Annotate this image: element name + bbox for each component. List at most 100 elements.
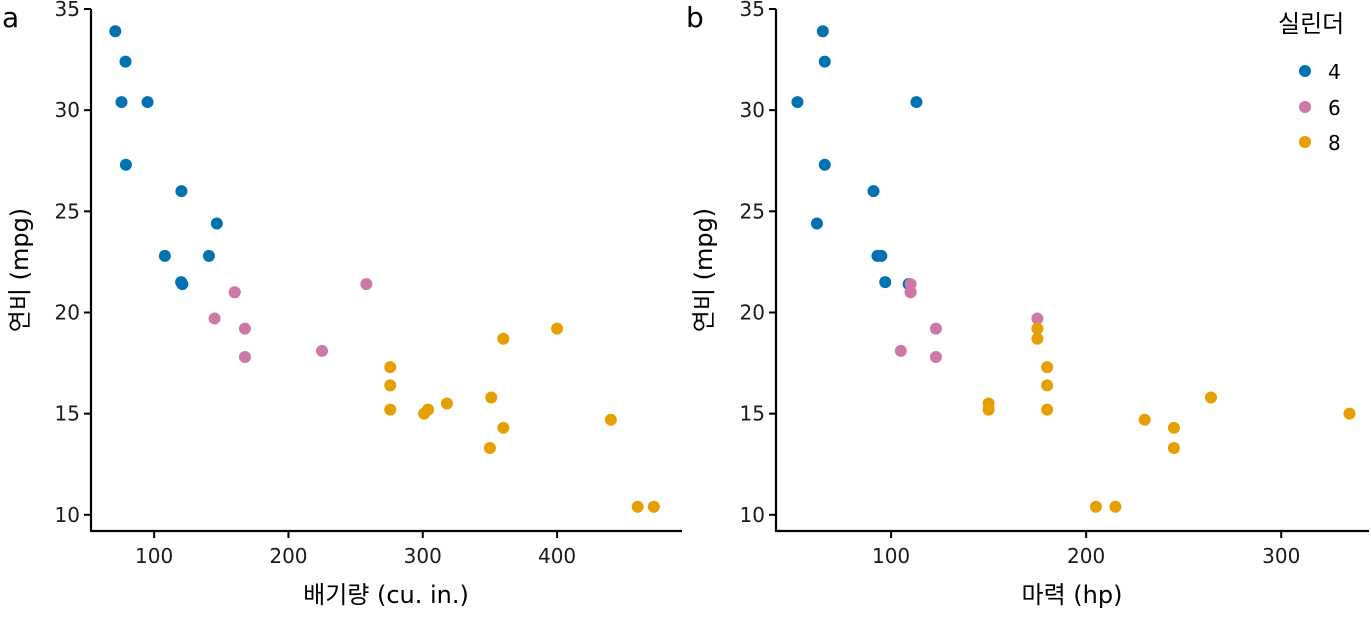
point-cyl-6 bbox=[228, 286, 241, 299]
point-cyl-4 bbox=[875, 249, 888, 262]
point-cyl-4 bbox=[910, 96, 923, 109]
legend-label-6: 6 bbox=[1328, 96, 1341, 120]
point-cyl-8 bbox=[1138, 413, 1151, 426]
points-a bbox=[109, 25, 660, 513]
panel-b: b 10 15 20 25 30 35 100 200 300 마력 (hp) 연비 (mpg… bbox=[686, 0, 1369, 609]
y-axis-title-b: 연비 (mpg) bbox=[690, 208, 718, 332]
point-cyl-8 bbox=[1031, 322, 1044, 335]
legend: 실린더 4 6 8 bbox=[1278, 10, 1344, 155]
y-axis-title-a: 연비 (mpg) bbox=[6, 208, 34, 332]
x-tick-label: 100 bbox=[135, 544, 173, 568]
point-cyl-8 bbox=[1167, 421, 1180, 434]
point-cyl-8 bbox=[1167, 442, 1180, 455]
x-axis-title-a: 배기량 (cu. in.) bbox=[303, 581, 469, 609]
panel-tag-a: a bbox=[2, 1, 19, 34]
y-tick-label: 20 bbox=[740, 300, 765, 324]
point-cyl-4 bbox=[158, 249, 171, 262]
x-axis-title-b: 마력 (hp) bbox=[1022, 581, 1123, 609]
legend-item-8: 8 bbox=[1299, 131, 1341, 155]
point-cyl-6 bbox=[238, 351, 251, 363]
point-cyl-8 bbox=[1343, 407, 1356, 420]
point-cyl-8 bbox=[485, 391, 498, 404]
point-cyl-4 bbox=[119, 55, 132, 68]
x-tick-label: 400 bbox=[538, 544, 576, 568]
y-tick-label: 25 bbox=[740, 199, 765, 223]
y-tick-label: 35 bbox=[55, 0, 80, 21]
legend-item-6: 6 bbox=[1299, 96, 1341, 120]
point-cyl-4 bbox=[141, 96, 154, 109]
point-cyl-8 bbox=[604, 413, 617, 426]
legend-swatch-6 bbox=[1299, 101, 1311, 113]
point-cyl-4 bbox=[202, 249, 215, 262]
point-cyl-8 bbox=[1041, 379, 1054, 392]
point-cyl-4 bbox=[791, 96, 804, 109]
legend-title: 실린더 bbox=[1278, 10, 1344, 38]
y-tick-label: 10 bbox=[55, 503, 80, 527]
point-cyl-4 bbox=[867, 185, 880, 198]
point-cyl-4 bbox=[119, 158, 132, 171]
y-tick-label: 10 bbox=[740, 503, 765, 527]
y-tick-label: 15 bbox=[55, 402, 80, 426]
point-cyl-8 bbox=[982, 403, 995, 416]
point-cyl-8 bbox=[1109, 500, 1122, 513]
y-axis-ticks-b: 10 15 20 25 30 35 bbox=[740, 0, 776, 527]
point-cyl-6 bbox=[894, 344, 907, 357]
point-cyl-8 bbox=[1204, 391, 1217, 404]
legend-swatch-8 bbox=[1299, 136, 1311, 148]
y-tick-label: 25 bbox=[55, 199, 80, 223]
point-cyl-4 bbox=[816, 25, 829, 38]
point-cyl-4 bbox=[175, 185, 188, 198]
point-cyl-8 bbox=[631, 500, 644, 513]
y-tick-label: 30 bbox=[55, 98, 80, 122]
x-tick-label: 300 bbox=[1262, 544, 1300, 568]
legend-swatch-4 bbox=[1299, 65, 1311, 77]
point-cyl-4 bbox=[810, 217, 823, 230]
point-cyl-4 bbox=[879, 276, 892, 289]
x-tick-label: 300 bbox=[404, 544, 442, 568]
point-cyl-4 bbox=[109, 25, 122, 38]
legend-label-4: 4 bbox=[1328, 60, 1341, 84]
point-cyl-8 bbox=[1041, 361, 1054, 374]
point-cyl-6 bbox=[904, 278, 917, 291]
point-cyl-8 bbox=[1041, 403, 1054, 416]
point-cyl-6 bbox=[1031, 312, 1044, 325]
point-cyl-6 bbox=[238, 322, 251, 335]
x-axis-ticks-b: 100 200 300 bbox=[872, 531, 1300, 568]
y-axis-ticks-a: 10 15 20 25 30 35 bbox=[55, 0, 91, 527]
y-tick-label: 35 bbox=[740, 0, 765, 21]
x-axis-ticks-a: 100 200 300 400 bbox=[135, 531, 576, 568]
point-cyl-8 bbox=[483, 442, 496, 455]
point-cyl-8 bbox=[418, 407, 431, 420]
point-cyl-6 bbox=[929, 322, 942, 335]
panel-tag-b: b bbox=[686, 1, 704, 34]
point-cyl-8 bbox=[384, 379, 397, 392]
point-cyl-6 bbox=[929, 351, 942, 363]
point-cyl-8 bbox=[1031, 332, 1044, 345]
panel-a: a 10 15 20 25 30 35 100 200 300 400 배기량 (cu. in.… bbox=[2, 0, 682, 609]
point-cyl-4 bbox=[818, 158, 831, 171]
point-cyl-8 bbox=[647, 500, 660, 513]
point-cyl-4 bbox=[210, 217, 223, 230]
point-cyl-8 bbox=[497, 332, 510, 345]
point-cyl-6 bbox=[316, 344, 329, 357]
point-cyl-6 bbox=[360, 278, 373, 291]
point-cyl-8 bbox=[1089, 500, 1102, 513]
point-cyl-4 bbox=[818, 55, 831, 68]
x-tick-label: 200 bbox=[1067, 544, 1105, 568]
point-cyl-8 bbox=[384, 403, 397, 416]
point-cyl-8 bbox=[440, 397, 453, 410]
points-b bbox=[791, 25, 1356, 513]
point-cyl-6 bbox=[208, 312, 221, 325]
point-cyl-8 bbox=[497, 421, 510, 434]
point-cyl-4 bbox=[176, 278, 189, 291]
point-cyl-8 bbox=[551, 322, 564, 335]
x-tick-label: 200 bbox=[269, 544, 307, 568]
x-tick-label: 100 bbox=[872, 544, 910, 568]
y-tick-label: 20 bbox=[55, 300, 80, 324]
y-tick-label: 30 bbox=[740, 98, 765, 122]
point-cyl-4 bbox=[115, 96, 128, 109]
legend-label-8: 8 bbox=[1328, 131, 1341, 155]
legend-item-4: 4 bbox=[1299, 60, 1341, 84]
point-cyl-8 bbox=[384, 361, 397, 374]
